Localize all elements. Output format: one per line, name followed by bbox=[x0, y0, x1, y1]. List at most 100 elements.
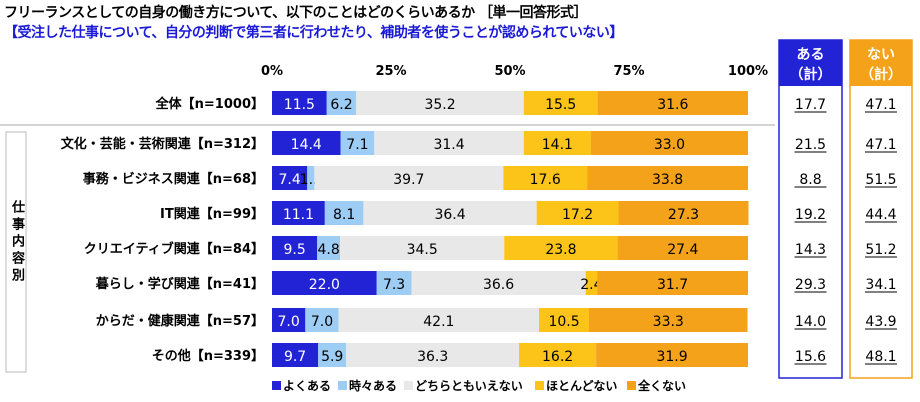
data-label: 7.3 bbox=[383, 277, 405, 293]
category-label: 事務・ビジネス関連【n=68】 bbox=[83, 171, 264, 187]
nai-header-label: （計） bbox=[860, 66, 902, 83]
data-label: 5.9 bbox=[321, 349, 343, 365]
bar-segment bbox=[318, 343, 347, 367]
aru-total-value: 14.3 bbox=[795, 242, 826, 258]
bar-segment bbox=[618, 201, 749, 225]
x-tick-label: 100% bbox=[728, 64, 768, 79]
data-label: 14.4 bbox=[291, 137, 322, 153]
legend-label: 時々ある bbox=[349, 378, 397, 393]
bar-segment bbox=[504, 236, 618, 260]
aru-total-value: 8.8 bbox=[799, 172, 821, 188]
data-label: 9.5 bbox=[283, 242, 305, 258]
bar-segment bbox=[411, 271, 586, 295]
category-label: クリエイティブ関連【n=84】 bbox=[84, 241, 264, 257]
data-label: 6.2 bbox=[330, 97, 352, 113]
data-label: 8.1 bbox=[333, 207, 355, 223]
bar-segment bbox=[539, 308, 590, 332]
data-label: 23.8 bbox=[545, 242, 576, 258]
data-label: 36.4 bbox=[434, 207, 465, 223]
data-label: 42.1 bbox=[423, 314, 454, 330]
aru-header-label: （計） bbox=[790, 66, 832, 83]
x-tick-label: 50% bbox=[494, 64, 525, 79]
aru-total-value: 29.3 bbox=[795, 277, 826, 293]
bar-segment bbox=[272, 343, 319, 367]
bar-segment bbox=[272, 271, 377, 295]
bar-segment bbox=[305, 308, 339, 332]
data-label: 16.2 bbox=[542, 349, 573, 365]
category-label: 全体【n=1000】 bbox=[155, 96, 264, 112]
bar-segment bbox=[272, 236, 318, 260]
data-label: 27.4 bbox=[667, 242, 698, 258]
data-label: 39.7 bbox=[393, 172, 424, 188]
legend-label: よくある bbox=[283, 379, 331, 393]
data-label: 22.0 bbox=[309, 277, 340, 293]
bar-segment bbox=[597, 91, 748, 115]
aru-total-value: 19.2 bbox=[795, 207, 826, 223]
category-label: 文化・芸能・芸術関連【n=312】 bbox=[61, 136, 264, 152]
legend-label: 全くない bbox=[637, 378, 686, 393]
aru-column-border bbox=[778, 39, 843, 379]
nai-total-value: 47.1 bbox=[865, 137, 896, 153]
nai-total-value: 51.2 bbox=[865, 242, 896, 258]
bar-segment bbox=[523, 131, 591, 155]
nai-total-value: 51.5 bbox=[865, 172, 896, 188]
aru-header-bg bbox=[779, 40, 842, 86]
group-bracket bbox=[5, 131, 27, 373]
category-label: 暮らし・学び関連【n=41】 bbox=[95, 276, 264, 292]
chart-title: フリーランスとしての自身の働き方について、以下のことはどのくらいあるか ［単一回… bbox=[4, 5, 588, 21]
data-label: 14.1 bbox=[542, 137, 573, 153]
legend-label: ほとんどない bbox=[546, 379, 617, 393]
data-label: 2.4 bbox=[580, 277, 602, 293]
nai-total-value: 47.1 bbox=[865, 97, 896, 113]
bar-segment bbox=[324, 201, 364, 225]
data-label: 4.8 bbox=[318, 242, 340, 258]
bar-segment bbox=[536, 201, 619, 225]
legend-swatch bbox=[338, 381, 347, 390]
data-label: 7.1 bbox=[346, 137, 368, 153]
aru-total-value: 14.0 bbox=[795, 314, 826, 330]
data-label: 31.6 bbox=[657, 97, 688, 113]
bar-segment bbox=[272, 308, 306, 332]
x-tick-label: 25% bbox=[375, 64, 406, 79]
legend-swatch bbox=[272, 381, 281, 390]
bar-segment bbox=[307, 166, 315, 190]
bar-segment bbox=[346, 343, 520, 367]
category-label: からだ・健康関連【n=57】 bbox=[96, 313, 264, 329]
data-label: 11.1 bbox=[283, 207, 314, 223]
legend-swatch bbox=[535, 381, 544, 390]
bar-segment bbox=[503, 166, 588, 190]
bar-segment bbox=[272, 166, 308, 190]
data-label: 31.9 bbox=[656, 349, 687, 365]
chart-subtitle: 【受注した仕事について、自分の判断で第三者に行わせたり、補助者を使うことが認めら… bbox=[4, 25, 623, 41]
bar-segment bbox=[272, 91, 327, 115]
bar-segment bbox=[585, 271, 598, 295]
bar-segment bbox=[272, 131, 341, 155]
bar-segment bbox=[338, 308, 540, 332]
data-label: 35.2 bbox=[424, 97, 455, 113]
data-label: 9.7 bbox=[284, 349, 306, 365]
x-tick-label: 0% bbox=[261, 64, 283, 79]
data-label: 33.3 bbox=[653, 314, 684, 330]
bar-segment bbox=[340, 236, 505, 260]
data-label: 36.6 bbox=[483, 277, 514, 293]
nai-header-bg bbox=[850, 40, 912, 86]
bar-segment bbox=[317, 236, 341, 260]
bar-segment bbox=[519, 343, 597, 367]
bar-segment bbox=[363, 201, 537, 225]
data-label: 31.4 bbox=[433, 137, 464, 153]
bar-segment bbox=[589, 308, 748, 332]
bar-segment bbox=[314, 166, 504, 190]
bar-segment bbox=[340, 131, 375, 155]
legend-label: どちらともいえない bbox=[415, 379, 523, 393]
nai-total-value: 43.9 bbox=[865, 314, 896, 330]
bar-segment bbox=[376, 271, 412, 295]
bar-segment bbox=[596, 343, 748, 367]
bar-segment bbox=[356, 91, 524, 115]
data-label: 33.8 bbox=[652, 172, 683, 188]
nai-header-label: ない bbox=[867, 47, 895, 63]
data-label: 7.4 bbox=[278, 172, 300, 188]
bar-segment bbox=[272, 201, 325, 225]
bar-segment bbox=[374, 131, 524, 155]
bar-segment bbox=[597, 271, 748, 295]
category-label: その他【n=339】 bbox=[152, 348, 264, 364]
